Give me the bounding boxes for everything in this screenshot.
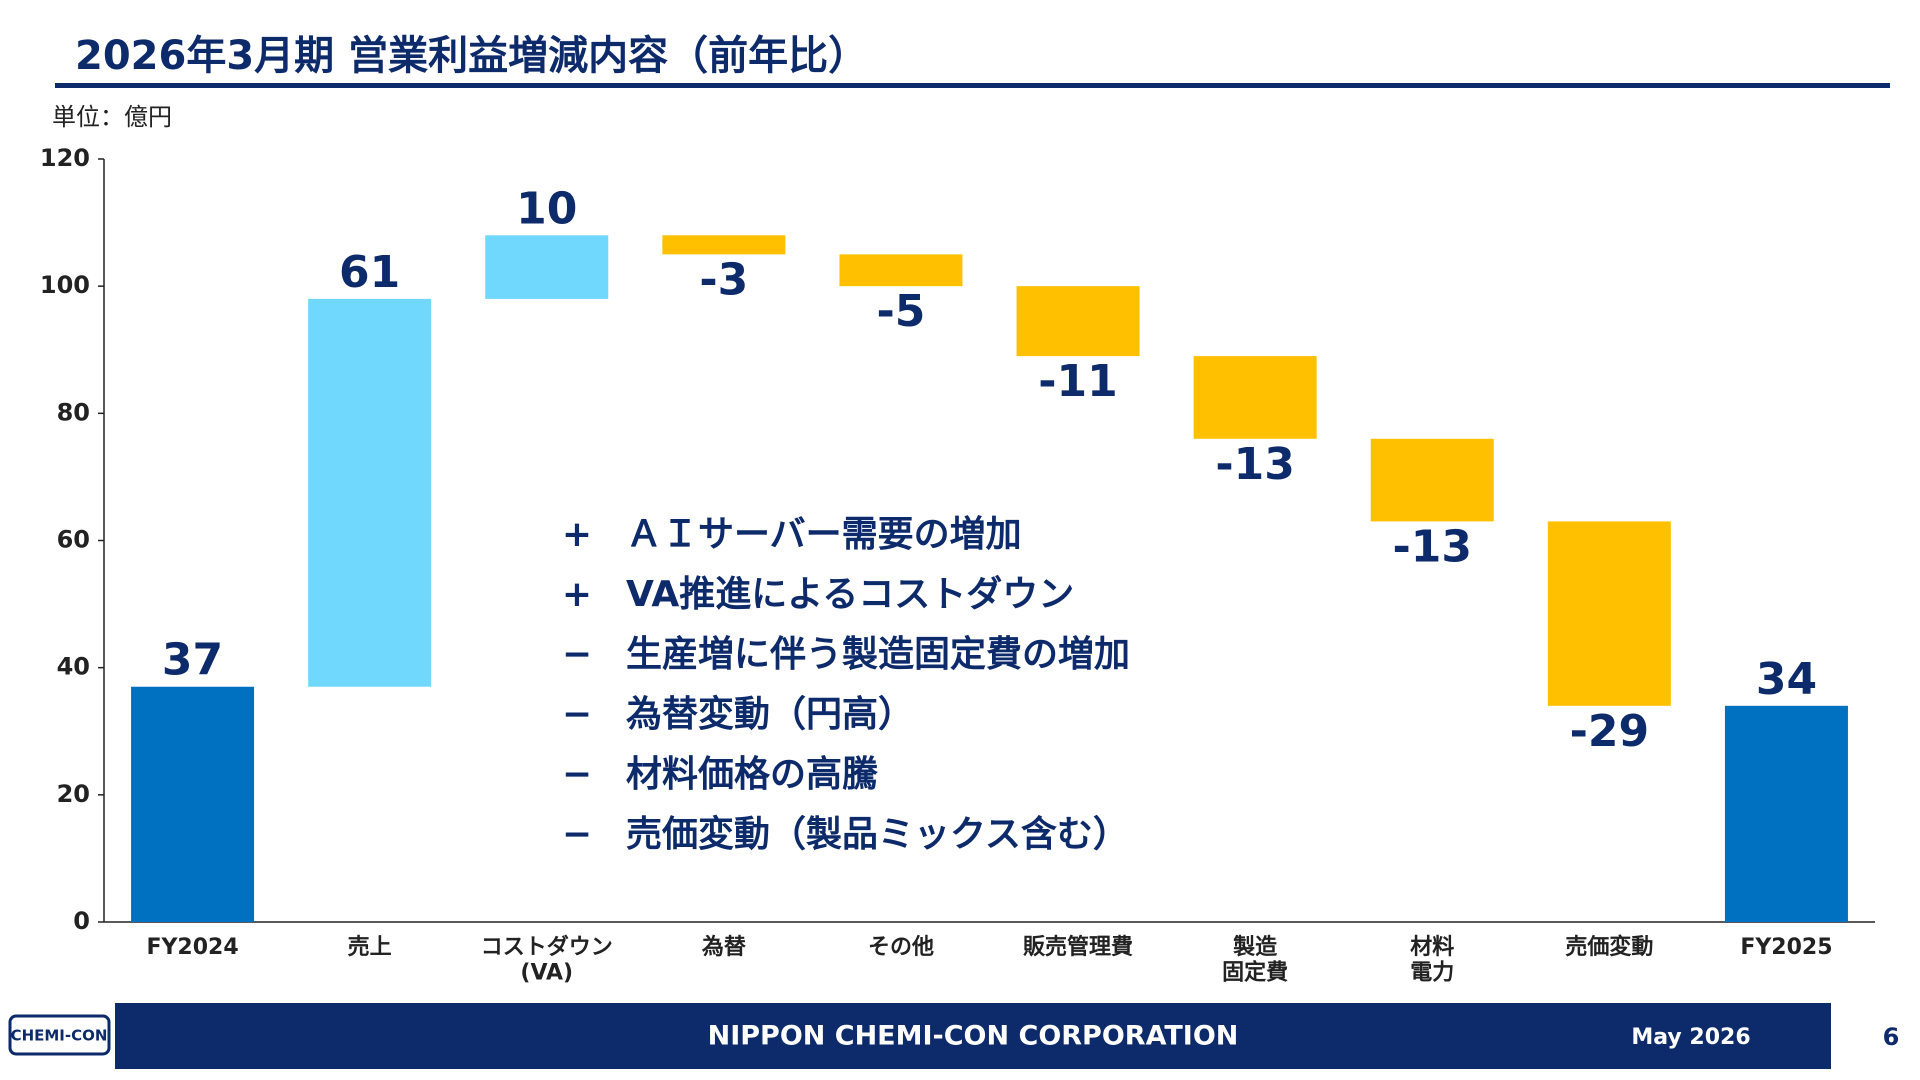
x-tick-label: 材料電力 [1410,935,1454,985]
annotation-sign: − [562,754,592,795]
y-tick-label: 20 [57,780,90,808]
data-label: -11 [1038,356,1118,407]
x-tick-label: 為替 [702,934,746,960]
annotation-text: 売価変動（製品ミックス含む） [626,813,1129,855]
y-tick-label: 100 [40,271,90,299]
footer-date: May 2026 [1631,1025,1750,1050]
x-tick-label: 売上 [348,934,392,960]
slide-title: 2026年3月期 営業利益増減内容（前年比） [75,33,868,79]
bar [1547,521,1671,706]
bar [1193,356,1317,439]
annotation-sign: − [562,694,592,735]
y-tick-label: 0 [73,907,90,935]
x-tick-label: コストダウン(VA) [481,934,613,985]
x-tick-label: 販売管理費 [1023,934,1133,960]
x-tick-label: 売価変動 [1565,934,1653,960]
page-number: 6 [1883,1023,1900,1051]
bar [308,298,432,687]
data-label: -13 [1215,439,1295,490]
y-tick-label: 40 [57,653,90,681]
bar [662,235,786,255]
data-label: -5 [877,286,926,337]
logo-text: CHEMI-CON [11,1027,108,1045]
x-tick-label: FY2024 [146,935,238,960]
annotation-text: 為替変動（円高） [626,693,914,735]
bar [839,254,963,287]
data-label: 34 [1756,654,1817,705]
data-label: 37 [162,635,223,686]
annotation-sign: − [562,814,592,855]
annotation-text: VA推進によるコストダウン [626,574,1074,615]
annotation-text: 生産増に伴う製造固定費の増加 [626,634,1130,675]
annotation-sign: + [562,574,592,615]
x-tick-label: その他 [868,935,934,960]
x-tick-label: FY2025 [1740,935,1832,960]
x-tick-label: 製造固定費 [1222,934,1288,985]
bar [1370,438,1494,522]
y-tick-label: 120 [40,144,90,172]
bar [131,686,255,922]
y-tick-label: 60 [57,526,90,554]
data-label: -13 [1393,521,1473,572]
bar [1724,705,1848,922]
footer-bar [115,1003,1831,1069]
data-label: 10 [516,183,577,234]
annotation-sign: + [562,514,592,555]
footer-company: NIPPON CHEMI-CON CORPORATION [708,1021,1239,1052]
logo-box [8,1014,111,1056]
bar [1016,286,1140,357]
title-rule [55,83,1890,88]
bar [485,235,609,299]
annotation-text: 材料価格の高騰 [626,754,878,795]
annotation-sign: − [562,634,592,675]
data-label: 61 [339,247,400,298]
y-tick-label: 80 [57,398,90,426]
annotation-text: ＡＩサーバー需要の増加 [626,514,1022,555]
data-label: -29 [1570,706,1650,757]
unit-label: 単位：億円 [52,103,172,131]
data-label: -3 [699,254,748,305]
